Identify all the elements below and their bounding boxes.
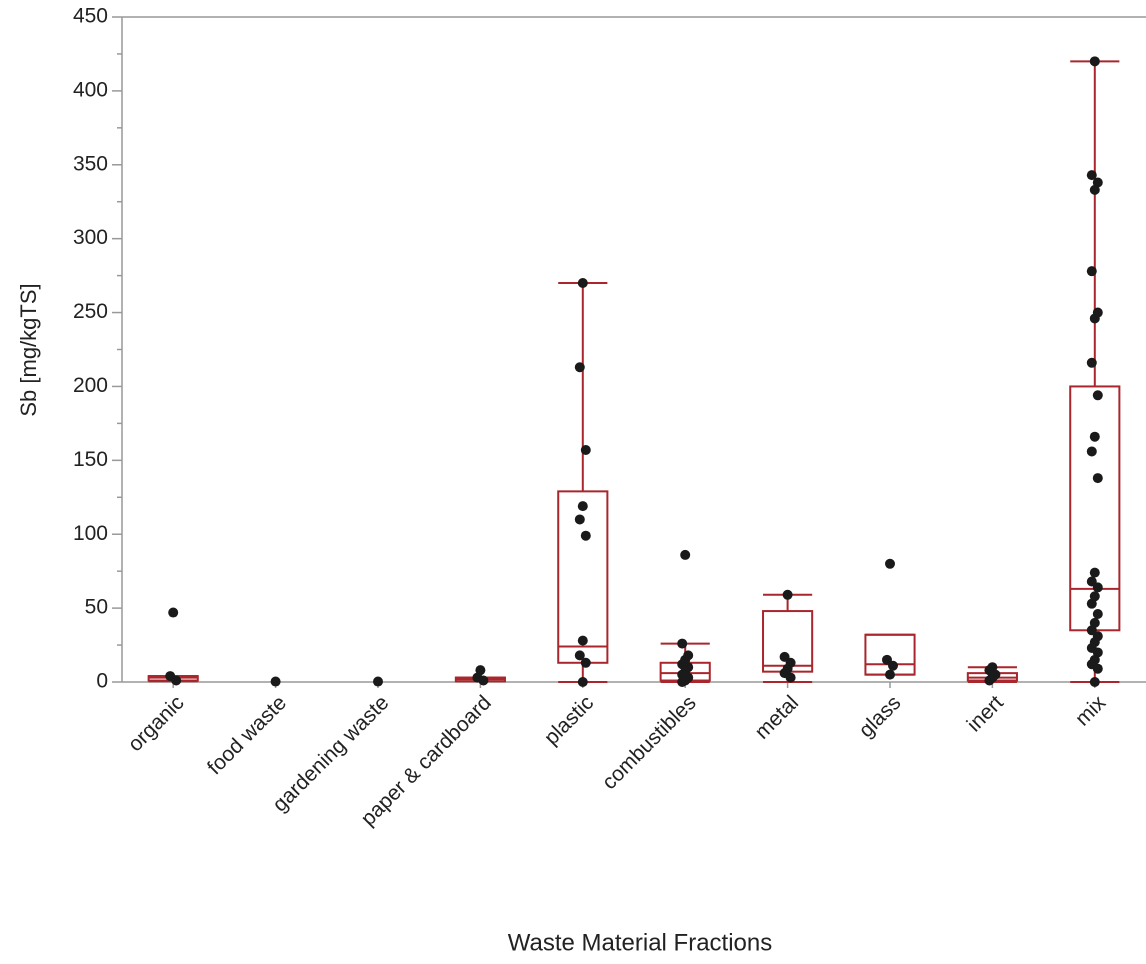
y-tick-label: 50 bbox=[85, 596, 108, 619]
data-point bbox=[1086, 170, 1097, 181]
data-point bbox=[168, 607, 179, 618]
data-point bbox=[888, 660, 898, 671]
data-point bbox=[1092, 473, 1103, 484]
data-point bbox=[885, 669, 895, 680]
data-point bbox=[1089, 677, 1100, 687]
y-tick-label: 400 bbox=[73, 78, 108, 101]
data-point bbox=[1086, 357, 1097, 368]
data-point bbox=[478, 675, 489, 686]
data-point bbox=[574, 514, 585, 525]
data-point bbox=[373, 676, 383, 687]
y-axis-label: Sb [mg/kgTS] bbox=[16, 283, 41, 416]
data-point bbox=[580, 530, 591, 541]
data-point bbox=[1092, 390, 1103, 401]
data-point bbox=[577, 635, 588, 646]
data-point bbox=[1089, 184, 1100, 195]
data-point bbox=[580, 657, 591, 668]
x-tick-label: metal bbox=[750, 691, 803, 744]
data-point bbox=[1089, 567, 1100, 578]
data-point bbox=[677, 638, 688, 649]
data-point bbox=[785, 672, 796, 683]
data-point bbox=[1086, 446, 1097, 457]
data-point bbox=[577, 677, 588, 687]
x-tick-label: mix bbox=[1071, 691, 1111, 731]
data-point bbox=[1092, 582, 1103, 593]
x-tick-label: organic bbox=[124, 691, 189, 756]
data-point bbox=[1092, 663, 1103, 674]
data-point bbox=[1089, 431, 1100, 442]
y-tick-label: 300 bbox=[73, 226, 108, 249]
data-point bbox=[270, 676, 281, 687]
y-tick-label: 100 bbox=[73, 522, 108, 545]
data-point bbox=[1092, 609, 1103, 620]
x-tick-label: food waste bbox=[203, 691, 291, 779]
y-tick-label: 250 bbox=[73, 300, 108, 323]
data-point bbox=[677, 677, 688, 687]
data-point bbox=[577, 278, 588, 288]
data-point bbox=[574, 362, 585, 373]
data-point bbox=[984, 675, 995, 686]
data-point bbox=[577, 501, 588, 512]
x-axis-label: Waste Material Fractions bbox=[508, 929, 773, 956]
data-point bbox=[574, 650, 585, 661]
data-point bbox=[1086, 266, 1097, 277]
y-tick-label: 350 bbox=[73, 152, 108, 175]
x-tick-label: combustibles bbox=[598, 691, 701, 794]
data-point bbox=[680, 549, 691, 560]
data-point bbox=[580, 444, 591, 455]
x-tick-label: glass bbox=[855, 691, 906, 742]
data-point bbox=[1089, 56, 1100, 67]
x-tick-label: inert bbox=[963, 691, 1008, 736]
y-tick-label: 0 bbox=[96, 670, 108, 693]
y-tick-label: 150 bbox=[73, 448, 108, 471]
y-tick-label: 450 bbox=[73, 5, 108, 28]
x-tick-label: plastic bbox=[540, 691, 598, 749]
data-point bbox=[885, 558, 895, 569]
data-point bbox=[782, 589, 793, 600]
data-point bbox=[1089, 313, 1100, 324]
y-tick-label: 200 bbox=[73, 374, 108, 397]
data-point bbox=[1086, 598, 1097, 609]
data-point bbox=[171, 675, 182, 686]
